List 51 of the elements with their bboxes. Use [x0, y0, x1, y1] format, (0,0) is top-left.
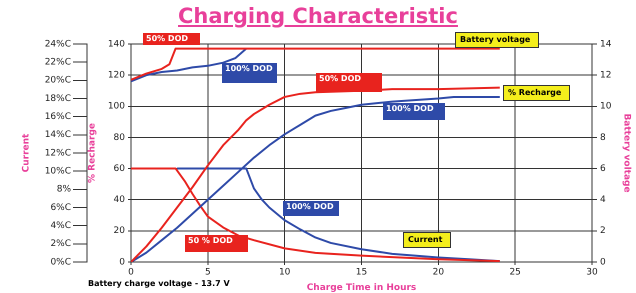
- y-tick-label: 0: [119, 257, 126, 268]
- x-tick-label: 5: [204, 268, 211, 278]
- annotation: Current: [403, 232, 452, 248]
- y2-tick-label: 6: [600, 164, 606, 174]
- x-tick-label: 15: [356, 268, 368, 278]
- y2-axis-title: Battery voltage: [621, 113, 632, 193]
- x-tick-label: 30: [586, 268, 598, 278]
- y3-tick-label: 14%C: [44, 130, 71, 140]
- series-label: 50% DOD: [143, 33, 200, 45]
- series-label: 50 % DOD: [185, 235, 248, 252]
- y3-tick-label: 4%C: [50, 221, 71, 232]
- y2-tick-label: 12: [600, 70, 612, 80]
- x-tick-label: 20: [432, 268, 444, 278]
- y3-axis-title: Current: [22, 132, 32, 172]
- y-axis-title: % Recharge: [88, 123, 98, 183]
- annotation: % Recharge: [503, 85, 570, 101]
- y3-tick-label: 0%C: [50, 257, 71, 268]
- y-tick-label: 60: [114, 164, 126, 174]
- y3-tick-label: 10%C: [44, 166, 71, 177]
- x-axis-title: Charge Time in Hours: [306, 282, 416, 293]
- y-tick-label: 20: [114, 226, 126, 236]
- y2-tick-label: 8: [600, 132, 606, 143]
- y-tick-label: 80: [114, 132, 126, 143]
- y2-tick-label: 14: [600, 39, 612, 50]
- y-tick-label: 40: [114, 195, 126, 206]
- text: Battery charge voltage - 13.7 V: [87, 278, 231, 289]
- x-tick-label: 25: [509, 268, 521, 278]
- y2-tick-label: 0: [600, 257, 606, 268]
- series-label: 100% DOD: [383, 103, 445, 120]
- y2-tick-label: 4: [600, 195, 606, 206]
- y2-tick-label: 2: [600, 226, 606, 236]
- y3-tick-label: 20%C: [44, 76, 71, 86]
- annotation: Battery voltage: [455, 32, 540, 48]
- y2-tick-label: 10: [600, 102, 612, 112]
- x-tick-label: 10: [278, 268, 291, 278]
- y3-tick-label: 8%: [56, 184, 72, 195]
- series-label: 100% DOD: [283, 201, 339, 216]
- y-tick-label: 140: [108, 39, 126, 50]
- y3-tick-label: 18%C: [44, 94, 71, 104]
- y3-tick-label: 12%C: [44, 148, 71, 158]
- chart-title: Charging Characteristic: [177, 4, 459, 28]
- series-label: 50% DOD: [316, 73, 382, 92]
- y3-tick-label: 6%C: [50, 202, 71, 213]
- y-tick-label: 100: [108, 102, 126, 112]
- y3-tick-label: 24%C: [44, 39, 71, 50]
- series-label: 100% DOD: [222, 63, 277, 83]
- y3-tick-label: 2%C: [50, 239, 71, 250]
- y3-tick-label: 16%C: [44, 112, 71, 122]
- y3-tick-label: 22%C: [44, 58, 71, 68]
- y-tick-label: 120: [108, 70, 126, 80]
- x-tick-label: 0: [128, 268, 134, 278]
